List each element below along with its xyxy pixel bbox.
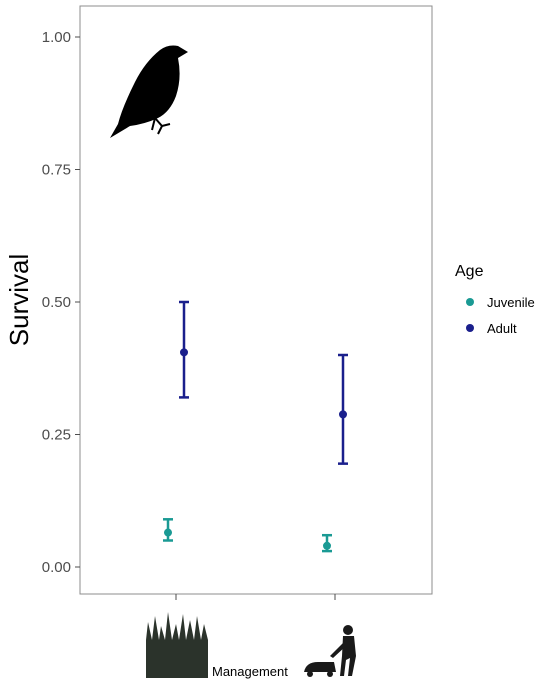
- y-tick-label: 0.25: [42, 427, 71, 444]
- legend-key-juvenile: [466, 298, 474, 306]
- y-tick-label: 0.50: [42, 294, 71, 311]
- legend: Age Juvenile Adult: [455, 263, 535, 336]
- y-tick-label: 0.75: [42, 162, 71, 179]
- legend-label-adult: Adult: [487, 321, 517, 336]
- unmown-grass-icon: [146, 612, 208, 678]
- data-point: [339, 410, 347, 419]
- data-point: [323, 541, 331, 550]
- data-point: [164, 528, 172, 537]
- series-adult: [179, 300, 348, 465]
- y-axis-title: Survival: [4, 254, 34, 346]
- series-juvenile: [163, 518, 332, 553]
- y-axis: 0.00 0.25 0.50 0.75 1.00: [42, 29, 80, 576]
- y-tick-label: 1.00: [42, 29, 71, 46]
- mowing-icon: [304, 625, 356, 677]
- legend-title: Age: [455, 263, 484, 280]
- bird-silhouette-icon: [110, 45, 188, 138]
- legend-label-juvenile: Juvenile: [487, 295, 535, 310]
- x-axis-title: Management: [212, 664, 288, 679]
- legend-key-adult: [466, 324, 474, 332]
- series-layer: [163, 300, 348, 553]
- data-point: [180, 348, 188, 357]
- y-tick-label: 0.00: [42, 559, 71, 576]
- x-axis: [175, 594, 336, 600]
